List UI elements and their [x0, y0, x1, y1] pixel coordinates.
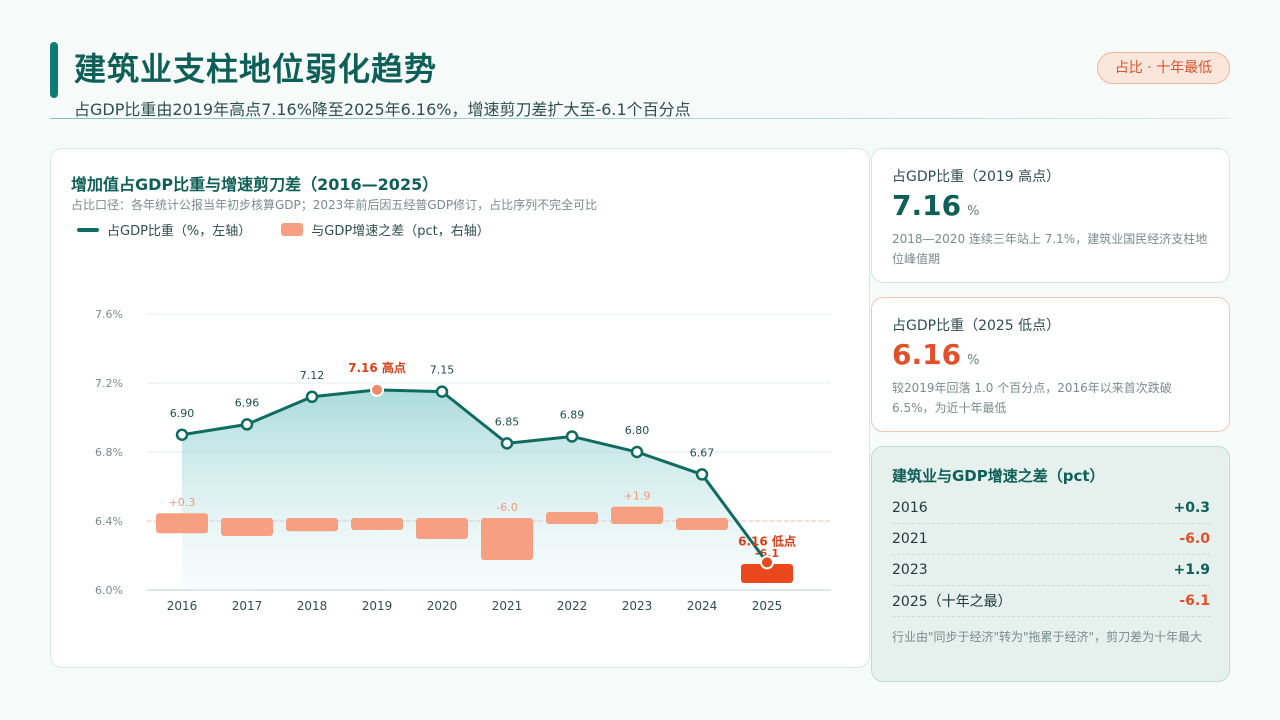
low-card-desc: 较2019年回落 1.0 个百分点，2016年以来首次跌破6.5%，为近十年最低	[892, 381, 1172, 415]
chart-legend: 占GDP比重（%，左轴） 与GDP增速之差（pct，右轴）	[77, 220, 520, 239]
page-subtitle: 占GDP比重由2019年高点7.16%降至2025年6.16%，增速剪刀差扩大至…	[74, 100, 691, 119]
line-data-label: 6.85	[495, 415, 520, 428]
low-card-value: 6.16%	[892, 338, 979, 371]
line-data-label: 6.80	[625, 424, 650, 437]
legend-line-swatch	[77, 227, 99, 232]
peak-value-number: 7.16	[892, 189, 962, 222]
low-point	[760, 555, 774, 570]
line-data-label: 6.90	[170, 407, 195, 420]
line-data-label: 7.16 高点	[348, 360, 406, 375]
peak-card: 占GDP比重（2019 高点） 7.16% 2018—2020 连续三年站上 7…	[871, 148, 1230, 283]
gap-bar	[286, 518, 338, 532]
gap-bar	[611, 506, 663, 524]
gap-table-note: 行业由"同步于经济"转为"拖累于经济"，剪刀差为十年最大	[892, 630, 1203, 644]
y-tick-label: 6.0%	[95, 584, 123, 597]
gap-table-card: 建筑业与GDP增速之差（pct） 2016 +0.3 2021 -6.0 202…	[871, 446, 1230, 682]
line-data-label: 7.15	[430, 364, 455, 377]
gap-bar	[481, 518, 533, 560]
legend-label-share: 占GDP比重（%，左轴）	[107, 224, 252, 239]
table-cell-year: 2023	[892, 562, 928, 578]
gap-bar	[416, 518, 468, 539]
legend-item-share: 占GDP比重（%，左轴）	[77, 220, 251, 239]
share-line	[181, 388, 769, 564]
table-cell-value: -6.1	[1179, 593, 1210, 609]
share-area	[182, 389, 767, 590]
x-tick-label: 2018	[297, 599, 328, 613]
x-tick-label: 2020	[427, 599, 458, 613]
chart-title: 增加值占GDP比重与增速剪刀差（2016—2025）	[71, 175, 439, 194]
peak-card-desc: 2018—2020 连续三年站上 7.1%，建筑业国民经济支柱地位峰值期	[892, 232, 1208, 266]
legend-item-gap: 与GDP增速之差（pct，右轴）	[281, 220, 490, 239]
gap-bar	[156, 513, 208, 534]
legend-label-gap: 与GDP增速之差（pct，右轴）	[311, 224, 490, 239]
gap-bar	[741, 564, 793, 583]
line-point	[175, 428, 189, 441]
x-tick-label: 2022	[557, 599, 588, 613]
x-tick-label: 2016	[167, 599, 198, 613]
bar-data-label: +1.9	[624, 490, 651, 503]
table-row: 2023 +1.9	[892, 555, 1210, 586]
title-accent-bar	[50, 42, 58, 98]
y-tick-label: 7.2%	[95, 377, 123, 390]
line-data-label: 6.16 低点	[738, 533, 796, 548]
line-point	[630, 445, 644, 459]
x-tick-label: 2021	[492, 599, 523, 613]
table-row: 2025（十年之最） -6.1	[892, 586, 1210, 617]
line-point	[435, 385, 449, 398]
low-value-number: 6.16	[892, 338, 962, 371]
table-cell-value: -6.0	[1179, 531, 1210, 547]
line-data-label: 7.12	[300, 369, 325, 382]
peak-value-unit: %	[967, 204, 980, 219]
table-cell-value: +0.3	[1173, 500, 1210, 516]
line-point	[500, 437, 514, 450]
y-tick-label: 7.6%	[95, 308, 123, 321]
table-cell-year: 2021	[892, 531, 928, 547]
line-data-label: 6.89	[560, 408, 585, 421]
y-tick-label: 6.8%	[95, 446, 123, 459]
table-row: 2016 +0.3	[892, 493, 1210, 524]
x-tick-label: 2023	[622, 599, 653, 613]
line-point	[305, 390, 319, 404]
line-data-label: 6.96	[235, 396, 260, 409]
gap-table-title: 建筑业与GDP增速之差（pct）	[892, 467, 1105, 485]
x-tick-label: 2024	[687, 599, 718, 613]
bar-data-label: -6.0	[496, 501, 517, 514]
line-point	[695, 468, 709, 481]
gap-table: 2016 +0.3 2021 -6.0 2023 +1.9 2025（十年之最）…	[892, 493, 1210, 617]
chart-note: 占比口径：各年统计公报当年初步核算GDP；2023年前后因五经普GDP修订，占比…	[71, 198, 598, 212]
peak-card-value: 7.16%	[892, 189, 979, 222]
chart-plot: 6.0%6.4%6.8%7.2%7.6%+0.3 -6.0+1.9-6.16.90…	[95, 308, 831, 613]
peak-point	[370, 382, 384, 397]
x-tick-label: 2017	[232, 599, 263, 613]
bar-data-label: +0.3	[169, 496, 196, 509]
peak-card-label: 占GDP比重（2019 高点）	[892, 169, 1061, 185]
line-data-label: 6.67	[690, 446, 715, 459]
status-badge: 占比 · 十年最低	[1097, 52, 1230, 84]
header-divider	[50, 118, 1230, 119]
table-row: 2021 -6.0	[892, 524, 1210, 555]
y-tick-label: 6.4%	[95, 515, 123, 528]
x-tick-label: 2019	[362, 599, 393, 613]
table-cell-value: +1.9	[1173, 562, 1210, 578]
line-point	[565, 430, 579, 443]
gap-bar	[546, 512, 598, 524]
legend-bar-swatch	[281, 223, 304, 236]
low-value-unit: %	[967, 353, 980, 368]
gap-bar	[221, 518, 273, 536]
low-card-label: 占GDP比重（2025 低点）	[892, 318, 1061, 334]
table-cell-year: 2016	[892, 500, 928, 516]
low-card: 占GDP比重（2025 低点） 6.16% 较2019年回落 1.0 个百分点，…	[871, 297, 1230, 432]
gap-bar	[676, 518, 728, 530]
table-cell-year: 2025（十年之最）	[892, 594, 1012, 610]
page-title: 建筑业支柱地位弱化趋势	[74, 50, 438, 88]
x-tick-label: 2025	[752, 599, 783, 613]
gap-bar	[351, 518, 403, 530]
line-point	[240, 418, 254, 431]
chart-card: 6.0% 6.4% 6.8% 7.2% 7.6% +0.3 -6.0 +1.9 -6.1 6.90…	[50, 148, 870, 668]
